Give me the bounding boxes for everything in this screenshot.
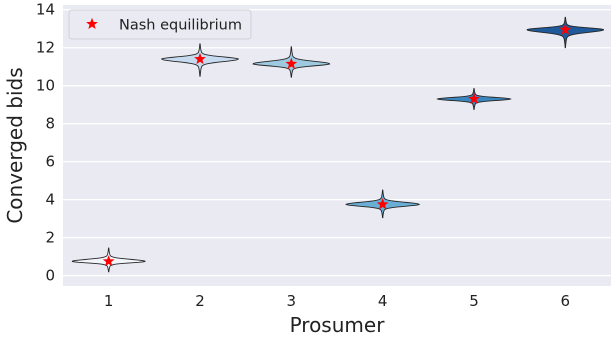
- y-tick-label: 12: [36, 39, 55, 57]
- nash-star-marker: [559, 23, 572, 35]
- y-tick-label: 2: [45, 229, 55, 247]
- y-tick-label: 10: [36, 77, 55, 95]
- x-tick-label: 2: [195, 292, 205, 310]
- x-tick-label: 4: [378, 292, 388, 310]
- nash-star-marker: [102, 255, 115, 267]
- x-axis-label: Prosumer: [290, 313, 386, 337]
- y-tick-label: 8: [45, 115, 55, 133]
- nash-star-marker: [468, 92, 480, 104]
- y-tick-label: 0: [45, 267, 55, 285]
- nash-markers: [102, 23, 572, 267]
- y-tick-labels: 0 2 4 6 8 10 12 14: [36, 1, 55, 285]
- x-tick-label: 1: [104, 292, 114, 310]
- legend-box: [68, 9, 252, 40]
- x-tick-labels: 1 2 3 4 5 6: [104, 292, 570, 310]
- legend-label: Nash equilibrium: [119, 18, 242, 34]
- violin-6: [526, 16, 604, 49]
- nash-star-marker: [376, 198, 389, 210]
- y-tick-label: 14: [36, 1, 55, 19]
- y-axis-label: Converged bids: [3, 67, 27, 223]
- nash-star-marker: [194, 52, 206, 65]
- nash-star-marker: [285, 57, 298, 69]
- x-tick-label: 3: [287, 292, 297, 310]
- x-tick-label: 5: [469, 292, 479, 310]
- plot-background: [63, 5, 611, 286]
- y-tick-label: 4: [45, 191, 55, 209]
- legend: Nash equilibrium: [68, 9, 252, 40]
- x-tick-label: 6: [561, 292, 571, 310]
- y-tick-label: 6: [45, 153, 55, 171]
- legend-star-icon: [86, 17, 98, 30]
